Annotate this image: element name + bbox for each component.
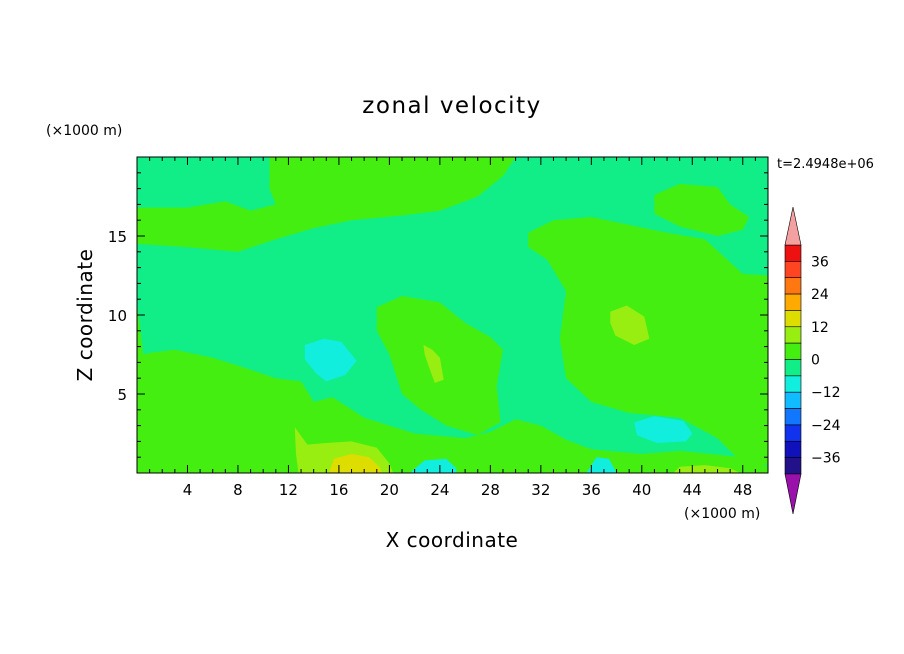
contour-fields (137, 157, 768, 473)
x-tick-label: 24 (430, 481, 449, 499)
x-tick-label: 28 (481, 481, 500, 499)
contour-region-5 (677, 315, 694, 331)
colorbar-bin (784, 342, 802, 360)
y-tick-label: 5 (117, 386, 127, 404)
x-tick-label: 44 (683, 481, 702, 499)
colorbar-tick-label: 36 (811, 254, 829, 270)
colorbar-over-triangle (784, 206, 802, 246)
colorbar-tick-label: 0 (811, 353, 820, 369)
contour-region-13 (673, 465, 741, 473)
colorbar-bin (784, 244, 802, 262)
x-unit-label: (×1000 m) (684, 506, 760, 522)
y-axis-label: Z coordinate (73, 249, 97, 382)
contour-region-2 (528, 217, 768, 466)
colorbar-tick-label: −12 (811, 385, 841, 401)
contour-region-7 (634, 416, 693, 443)
colorbar-tick-label: 24 (811, 287, 829, 303)
contour-region-9 (586, 457, 617, 473)
x-tick-label: 36 (582, 481, 601, 499)
colorbar-bin (784, 424, 802, 442)
x-axis-label: X coordinate (386, 528, 519, 552)
time-label: t=2.4948e+06 (777, 157, 874, 172)
contour-region-1 (654, 183, 750, 236)
x-tick-label: 16 (329, 481, 348, 499)
x-tick-label: 40 (632, 481, 651, 499)
contour-region-0 (137, 157, 516, 252)
colorbar-bin (784, 293, 802, 311)
y-tick-label: 15 (108, 228, 127, 246)
x-tick-label: 12 (279, 481, 298, 499)
colorbar-bin (784, 261, 802, 279)
x-tick-label: 48 (733, 481, 752, 499)
colorbar-bin (784, 408, 802, 426)
contour-region-6 (304, 338, 357, 382)
colorbar-bin (784, 391, 802, 409)
contour-region-11 (423, 345, 444, 383)
x-tick-label: 32 (531, 481, 550, 499)
colorbar-bin (784, 440, 802, 458)
colorbar: 36 24 12 0 −12 −24 −36 (784, 206, 841, 515)
contour-region-3 (137, 302, 768, 473)
colorbar-tick-label: 12 (811, 320, 829, 336)
colorbar-bin (784, 326, 802, 344)
colorbar-bin (784, 375, 802, 393)
x-tick-label: 20 (380, 481, 399, 499)
colorbar-under-triangle (784, 473, 802, 515)
y-unit-label: (×1000 m) (46, 123, 122, 139)
colorbar-tick-label: −24 (811, 418, 841, 434)
colorbar-bin (784, 457, 802, 475)
colorbar-bin (784, 277, 802, 295)
chart-title: zonal velocity (362, 93, 541, 119)
y-tick-label: 10 (108, 307, 127, 325)
contour-region-14 (328, 454, 382, 473)
x-tick-label: 4 (183, 481, 193, 499)
colorbar-bin (784, 310, 802, 328)
x-tick-label: 8 (233, 481, 243, 499)
contour-region-10 (610, 305, 650, 345)
colorbar-tick-label: −36 (811, 451, 841, 467)
contour-region-8 (409, 458, 457, 473)
colorbar-bin (784, 359, 802, 377)
